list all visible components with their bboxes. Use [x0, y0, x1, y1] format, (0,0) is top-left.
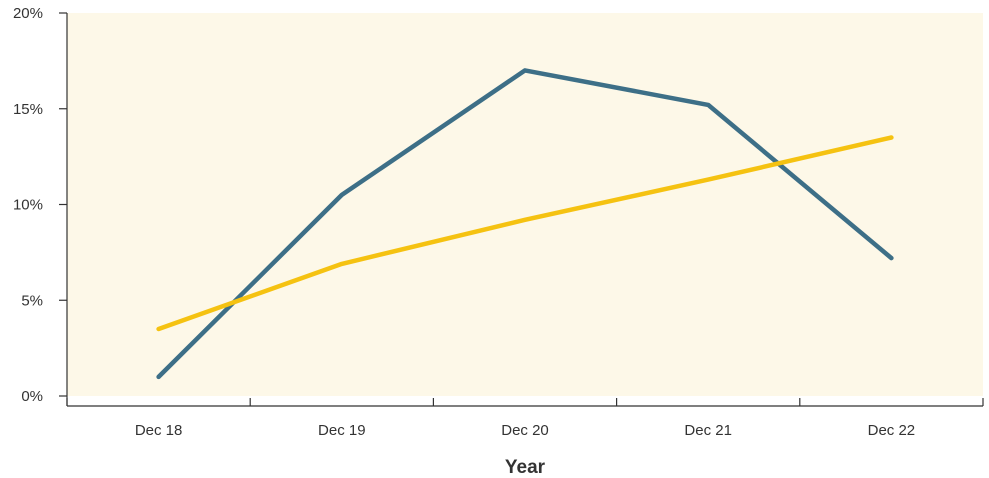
x-tick-label: Dec 20 [501, 422, 549, 439]
y-tick-label: 20% [13, 5, 43, 22]
x-tick-label: Dec 19 [318, 422, 366, 439]
x-tick-label: Dec 18 [135, 422, 183, 439]
x-axis: Dec 18 Dec 19 Dec 20 Dec 21 Dec 22 [66, 398, 984, 439]
y-axis: 0% 5% 10% 15% 20% [13, 5, 68, 406]
series-group [156, 68, 894, 380]
x-tick-label: Dec 22 [868, 422, 916, 439]
y-tick-label: 0% [21, 388, 43, 405]
x-axis-title: Year [505, 457, 546, 478]
y-tick-label: 10% [13, 197, 43, 214]
y-tick-label: 15% [13, 101, 43, 118]
x-tick-label: Dec 21 [684, 422, 732, 439]
y-tick-label: 5% [21, 292, 43, 309]
